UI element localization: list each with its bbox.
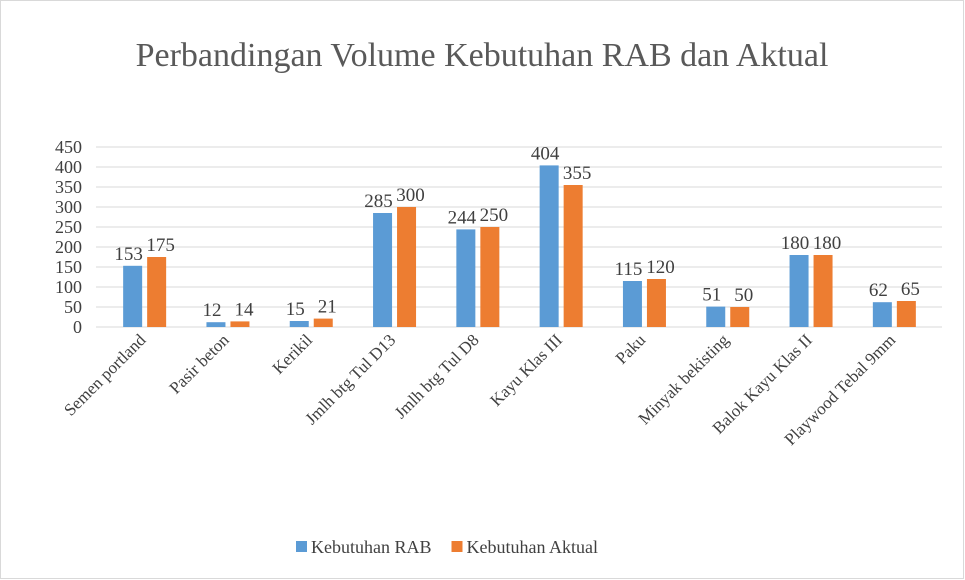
data-label: 21 [318,297,337,318]
bar [872,302,892,327]
data-label: 15 [286,299,305,320]
x-tick-label: Jmlh btg Tul D8 [391,330,483,422]
bar [789,255,809,327]
data-label: 65 [901,279,920,300]
legend-label: Kebutuhan Aktual [467,537,598,557]
bar [539,165,559,327]
data-label: 115 [615,259,643,280]
bar [123,265,143,327]
data-label: 120 [646,257,675,278]
bar [397,207,417,327]
y-tick-label: 400 [55,157,82,177]
bar [206,322,226,327]
data-label: 300 [396,185,425,206]
x-tick-label: Pasir beton [166,330,234,398]
y-tick-label: 450 [55,137,82,157]
data-label: 250 [480,205,509,226]
y-tick-label: 350 [55,177,82,197]
bar [456,229,476,327]
legend-swatch [296,541,307,552]
data-label: 50 [734,285,753,306]
bar [147,257,167,327]
data-label: 244 [448,207,477,228]
x-tick-label: Kayu Klas III [486,330,566,410]
bar [289,321,309,327]
data-label: 153 [114,244,143,265]
y-tick-label: 0 [73,317,82,337]
x-tick-label: Kerikil [269,330,317,378]
data-label: 14 [234,299,254,320]
y-tick-label: 300 [55,197,82,217]
data-label: 175 [146,235,175,256]
data-label: 62 [869,280,888,301]
bar [730,307,750,327]
bar [646,279,666,327]
data-label: 404 [531,143,560,164]
bar [313,318,333,327]
y-tick-label: 100 [55,277,82,297]
x-tick-label: Semen portland [60,330,150,420]
y-tick-label: 50 [64,297,82,317]
bar [230,321,250,327]
chart-title: Perbandingan Volume Kebutuhan RAB dan Ak… [135,37,829,74]
legend-label: Kebutuhan RAB [311,537,432,557]
bar [813,255,833,327]
legend-swatch [451,541,463,552]
data-label: 180 [813,233,842,254]
data-label: 355 [563,163,592,184]
bar [622,281,642,327]
y-tick-label: 150 [55,257,82,277]
x-tick-label: Jmlh btg Tul D13 [301,330,399,428]
bar [706,306,726,327]
y-tick-label: 250 [55,217,82,237]
x-tick-label: Paku [612,330,650,368]
y-tick-label: 200 [55,237,82,257]
data-label: 51 [702,285,721,306]
data-label: 12 [202,300,221,321]
bar [896,301,916,327]
data-label: 285 [364,191,393,212]
bar [480,227,500,327]
data-label: 180 [781,233,810,254]
bar [373,213,393,327]
bar [563,185,583,327]
